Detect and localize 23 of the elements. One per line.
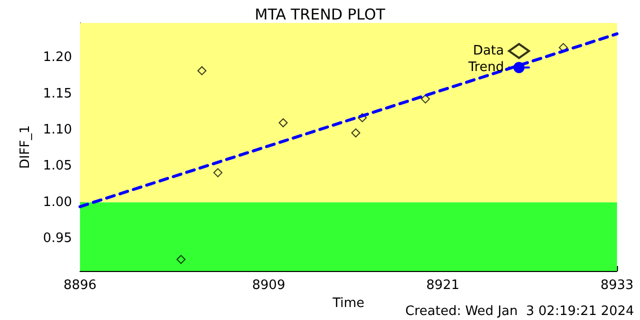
y-tick-label: 1.00 <box>43 194 72 210</box>
y-tick-label: 1.20 <box>43 50 72 66</box>
point <box>213 168 222 178</box>
point <box>358 113 367 122</box>
point <box>176 254 186 264</box>
text: Created: Wed Jan 3 02:19:21 2024 <box>405 304 634 319</box>
point <box>278 118 288 128</box>
x-tick-label: 8933 <box>600 278 634 293</box>
legend-label: Trend <box>467 60 504 75</box>
point <box>351 128 360 138</box>
y-tick-label: 1.05 <box>43 158 72 174</box>
y-axis-title: DIFF_1 <box>18 125 34 169</box>
legend-label: Data <box>472 44 504 58</box>
x-tick-label: 8921 <box>426 278 460 293</box>
chart-title: MTA TREND PLOT <box>254 6 386 24</box>
point <box>420 94 430 104</box>
point <box>197 66 206 76</box>
y-tick-label: 1.15 <box>43 86 72 102</box>
x-tick-label: 8909 <box>252 278 286 293</box>
y-tick-label: 0.95 <box>43 230 72 246</box>
y-tick-label: 1.10 <box>43 122 72 138</box>
x-tick-label: 8896 <box>63 278 97 293</box>
x-axis-title: Time <box>332 296 364 311</box>
